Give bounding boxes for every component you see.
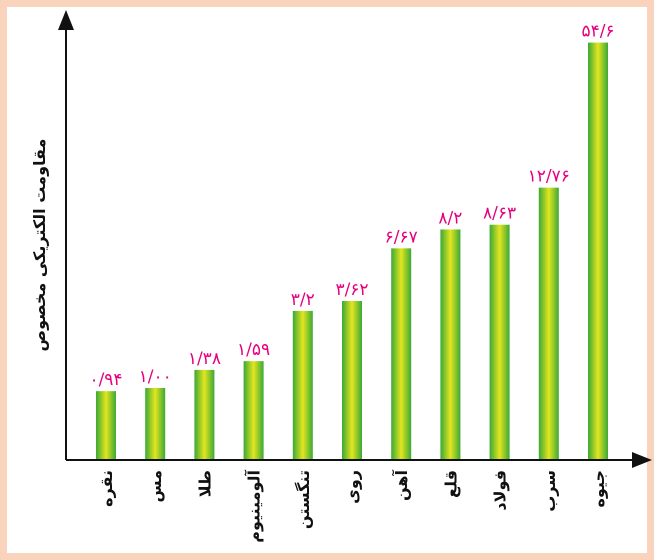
value-label-9: ۱۲/۷۶ [528, 167, 570, 187]
bar-0 [96, 391, 116, 460]
category-label-6: آهن [391, 469, 411, 500]
category-labels-group: نقره مس طلا آلومینیوم تنگستن روی آهن قلع فولاد سر… [97, 469, 608, 542]
bar-5 [342, 301, 362, 460]
value-label-1: ۱/۰۰ [139, 367, 172, 387]
bar-4 [292, 310, 313, 460]
bar-1 [145, 387, 166, 460]
value-label-6: ۶/۶۷ [385, 227, 418, 247]
y-axis-label: مقاومت الکتریکی مخصوص [30, 139, 49, 352]
bar-10 [588, 42, 608, 460]
bars-group [96, 42, 608, 461]
category-label-0: نقره [97, 470, 116, 507]
category-label-8: فولاد [491, 470, 510, 511]
category-label-1: مس [146, 470, 165, 503]
category-label-3: آلومینیوم [244, 469, 264, 542]
value-label-3: ۱/۵۹ [237, 340, 270, 360]
value-label-10: ۵۴/۶ [581, 22, 614, 42]
category-label-10: جیوه [589, 470, 608, 508]
category-label-5: روی [343, 470, 362, 504]
category-label-4: تنگستن [294, 470, 313, 529]
bar-7 [440, 229, 461, 460]
category-label-7: قلع [441, 470, 460, 498]
bar-8 [489, 224, 510, 460]
value-labels-group: ۰/۹۴ ۱/۰۰ ۱/۳۸ ۱/۵۹ ۳/۲ ۳/۶۲ ۶/۶۷ ۸/۲ ۸/۶۳ ۱۲/۷۶ ۵… [89, 22, 614, 391]
category-label-2: طلا [195, 470, 214, 497]
bar-9 [538, 187, 559, 461]
value-label-4: ۳/۲ [291, 290, 315, 310]
value-label-7: ۸/۲ [438, 208, 462, 228]
bar-2 [194, 369, 215, 460]
value-label-0: ۰/۹۴ [89, 370, 122, 390]
value-label-2: ۱/۳۸ [188, 349, 221, 369]
bar-3 [243, 361, 264, 460]
value-label-5: ۳/۶۲ [335, 280, 368, 300]
bar-6 [391, 248, 412, 460]
category-label-9: سرب [540, 470, 559, 512]
value-label-8: ۸/۶۳ [483, 204, 516, 224]
